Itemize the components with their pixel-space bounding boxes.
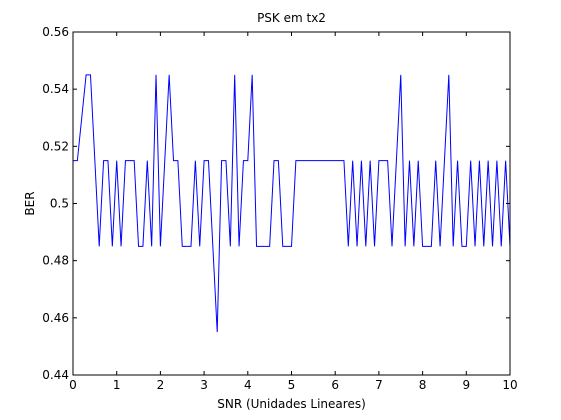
x-tick-label: 6 (331, 378, 339, 392)
x-tick-label: 2 (157, 378, 165, 392)
x-tick-label: 4 (244, 378, 252, 392)
x-axis-label: SNR (Unidades Lineares) (217, 397, 366, 411)
y-tick-label: 0.52 (42, 139, 69, 153)
plot-frame (72, 31, 511, 376)
x-tick-label: 10 (502, 378, 517, 392)
x-tick-label: 3 (200, 378, 208, 392)
y-tick-label: 0.46 (42, 311, 69, 325)
y-axis-label: BER (23, 191, 37, 215)
chart-title: PSK em tx2 (257, 11, 326, 25)
y-tick-label: 0.5 (50, 197, 69, 211)
y-tick-label: 0.44 (42, 368, 69, 382)
y-tick-label: 0.54 (42, 82, 69, 96)
tick-labels: 0 1 2 3 4 5 6 7 8 9 10 0.44 0.46 0.48 0.5 0.52 0.54 0.56 (42, 25, 517, 392)
x-tick-label: 1 (113, 378, 121, 392)
series-layer (73, 74, 511, 333)
x-tick-label: 0 (69, 378, 77, 392)
y-tick-label: 0.56 (42, 25, 69, 39)
x-tick-label: 8 (419, 378, 427, 392)
x-tick-label: 7 (375, 378, 383, 392)
x-tick-label: 9 (462, 378, 470, 392)
y-tick-label: 0.48 (42, 254, 69, 268)
series-line (73, 74, 511, 333)
x-tick-label: 5 (288, 378, 296, 392)
plot-area (73, 32, 510, 375)
